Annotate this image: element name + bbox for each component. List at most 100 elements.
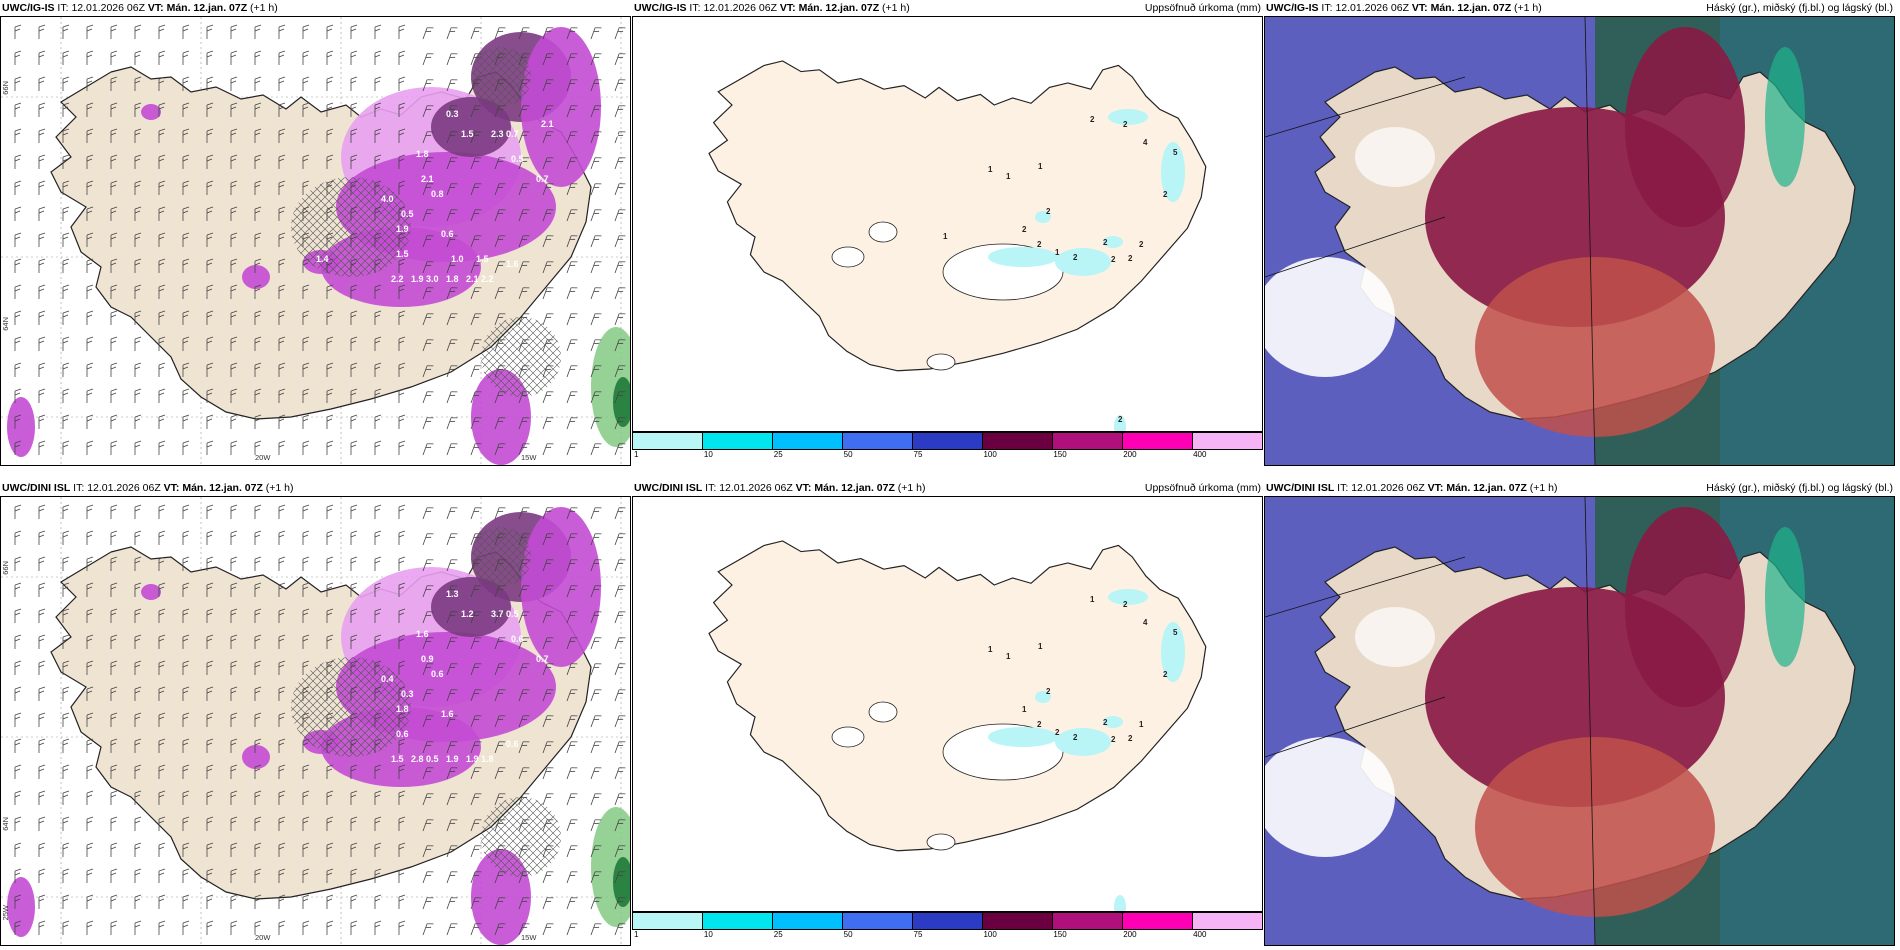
wind-barb: [470, 365, 482, 378]
wind-barb: [254, 790, 262, 805]
colorbar-label: 150: [1053, 450, 1067, 459]
wind-barb: [494, 79, 506, 92]
wind-barb: [38, 180, 46, 195]
wind-barb: [326, 868, 334, 883]
wind-barb: [230, 24, 238, 39]
wind-barb: [470, 235, 482, 248]
wind-barb: [14, 154, 22, 169]
snow-value-label: 1.0: [451, 254, 464, 264]
wind-barb: [182, 504, 190, 519]
wind-barb: [62, 440, 70, 455]
wind-barb: [590, 767, 602, 780]
wind-barb: [14, 284, 22, 299]
lon-label-25w: 25W: [1, 905, 10, 921]
wind-barb: [206, 608, 214, 623]
precip-value-label: 2: [1022, 225, 1027, 234]
wind-barb: [614, 157, 626, 170]
wind-barb: [518, 183, 530, 196]
wind-barb: [398, 842, 406, 857]
wind-barb: [182, 440, 190, 455]
wind-barb: [494, 819, 506, 832]
wind-barb: [14, 24, 22, 39]
precip-value-label: 2: [1073, 253, 1078, 262]
wind-barb: [350, 842, 358, 857]
wind-barb: [230, 102, 238, 117]
wind-barb: [134, 816, 142, 831]
cloud-map[interactable]: [1264, 16, 1895, 466]
snow-value-label: 0.3: [401, 689, 414, 699]
wind-barb: [446, 443, 458, 456]
wind-barb: [110, 660, 118, 675]
wind-barb: [230, 634, 238, 649]
wind-barb: [518, 559, 530, 572]
wind-barb: [14, 556, 22, 571]
wind-barb: [14, 388, 22, 403]
wind-barb: [254, 154, 262, 169]
colorbar-label: 400: [1193, 450, 1207, 459]
wind-barb: [566, 559, 578, 572]
wind-barb: [182, 842, 190, 857]
wind-barb: [206, 660, 214, 675]
wind-barb: [590, 365, 602, 378]
wind-barb: [350, 608, 358, 623]
wind-barb: [110, 180, 118, 195]
precip-value-label: 1: [1055, 248, 1060, 257]
precip-value-label: 4: [1143, 618, 1148, 627]
iceland-outline: [708, 60, 1207, 372]
wind-barb: [254, 24, 262, 39]
wind-barb: [326, 414, 334, 429]
wind-barb: [38, 128, 46, 143]
wind-barb: [230, 180, 238, 195]
wind-barb: [278, 712, 286, 727]
wind-barb: [38, 206, 46, 221]
wind-barb: [86, 608, 94, 623]
wind-barb: [470, 533, 482, 546]
wind-barb: [182, 128, 190, 143]
wind-barb: [542, 585, 554, 598]
wind-barb: [398, 738, 406, 753]
wind-snow-map[interactable]: 1.3 1.2 3.7 0.5 1.6 0.9 0.6 0.6 0.4 0.3 0.7 1.8 1.6 0…: [0, 496, 631, 946]
model-name: UWC/DINI ISL: [634, 482, 703, 494]
wind-barb: [326, 894, 334, 909]
wind-barb: [422, 767, 434, 780]
wind-barb: [398, 310, 406, 325]
wind-barb: [302, 180, 310, 195]
wind-barb: [38, 530, 46, 545]
wind-barb: [590, 611, 602, 624]
wind-barb: [446, 339, 458, 352]
snow-value-label: 1.4: [316, 254, 329, 264]
precip-value-label: 2: [1111, 255, 1116, 264]
vt-value: Mán. 12.jan. 07Z: [798, 2, 880, 14]
cloud-map[interactable]: [1264, 496, 1895, 946]
wind-snow-map[interactable]: 0.3 1.5 2.3 0.7 1.8 2.1 0.5 0.8 4.0 0.5 0.7 1.9 0.6 1…: [0, 16, 631, 466]
snow-value-label: 0.6: [511, 634, 524, 644]
snow-value-label: 1.9: [411, 274, 424, 284]
wind-barb: [470, 715, 482, 728]
wind-barb: [86, 790, 94, 805]
wind-barb: [134, 738, 142, 753]
wind-barb: [422, 235, 434, 248]
wind-barb: [374, 336, 382, 351]
wind-barb: [446, 767, 458, 780]
wind-barb: [398, 258, 406, 273]
wind-barb: [134, 530, 142, 545]
wind-barb: [206, 738, 214, 753]
wind-barb: [566, 689, 578, 702]
row2-cloud-header: UWC/DINI ISL IT: 12.01.2026 06Z VT: Mán.…: [1264, 480, 1895, 496]
wind-barb: [494, 871, 506, 884]
wind-barb: [350, 790, 358, 805]
precip-value-label: 1: [1038, 642, 1043, 651]
wind-barb: [470, 585, 482, 598]
wind-barb: [110, 816, 118, 831]
colorbar-swatch: [1053, 433, 1123, 449]
wind-barb: [374, 258, 382, 273]
wind-barb: [14, 764, 22, 779]
colorbar-label: 75: [913, 450, 923, 459]
wind-barb: [614, 391, 626, 404]
wind-barb: [422, 533, 434, 546]
wind-barb: [470, 261, 482, 274]
wind-barb: [14, 336, 22, 351]
wind-barb: [182, 24, 190, 39]
